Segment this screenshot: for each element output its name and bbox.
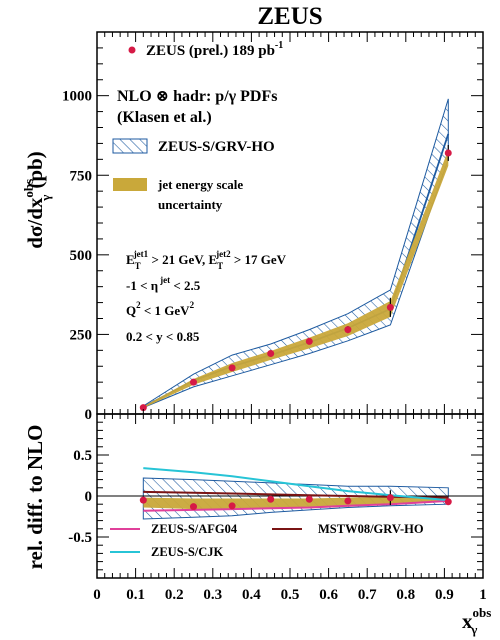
bottom-data-point-3 <box>267 495 275 503</box>
legend-data-label: ZEUS (prel.) 189 pb-1 <box>146 40 283 59</box>
legend-header-line-2: (Klasen et al.) <box>117 109 212 126</box>
x-axis-label-main: x <box>462 609 473 633</box>
bottom-data-point-6 <box>386 494 394 502</box>
legend-afg04-label: ZEUS-S/AFG04 <box>151 522 238 536</box>
bottom-data-point-1 <box>190 503 197 511</box>
cut-q2-sup: 2 <box>136 300 141 310</box>
cut-et-e2: E <box>208 252 217 267</box>
legend-data-label-main: ZEUS (prel.) 189 pb <box>146 43 275 59</box>
top-y-axis-label-main: dσ/dx <box>23 197 47 249</box>
legend-energy-scale-label-line-2: uncertainty <box>158 197 223 212</box>
legend-header-line-1: NLO ⊗ hadr: p/γ PDFs <box>117 88 277 105</box>
legend-mstw08-label: MSTW08/GRV-HO <box>318 522 424 536</box>
top-data-point-1 <box>190 378 197 386</box>
bottom-energy-scale-band <box>143 496 449 510</box>
top-y-tick-label: 1000 <box>62 89 92 105</box>
x-tick-label: 0.6 <box>319 587 338 603</box>
top-y-axis-label-unit: (pb) <box>23 151 47 188</box>
legend-data-marker <box>128 46 136 54</box>
top-data-point-7 <box>444 149 452 157</box>
top-y-tick-label: 500 <box>70 248 93 264</box>
top-y-tick-label: 0 <box>85 407 93 423</box>
top-data-point-6 <box>386 303 394 311</box>
bottom-y-tick-label: 0.5 <box>73 448 92 464</box>
cut-et-sup2: jet2 <box>215 249 231 259</box>
x-tick-label: 1 <box>479 587 487 603</box>
bottom-data-point-2 <box>228 502 236 510</box>
cut-q2-text: Q <box>126 303 136 318</box>
cut-et-sub2: T <box>217 261 223 271</box>
top-data-point-4 <box>305 337 313 345</box>
bottom-y-tick-label: 0 <box>85 489 93 505</box>
x-tick-label: 0 <box>93 587 101 603</box>
bottom-data-point-0 <box>139 496 147 504</box>
top-data-point-2 <box>228 364 236 372</box>
bottom-line-3 <box>143 499 449 512</box>
x-axis-label: xobs γ <box>462 605 491 637</box>
cut-q2: Q2 < 1 GeV2 <box>126 300 195 318</box>
legend-hatched-swatch <box>112 138 148 154</box>
x-tick-label: 0.3 <box>203 587 222 603</box>
cut-eta-post: < 2.5 <box>170 278 201 293</box>
x-tick-label: 0.9 <box>435 587 454 603</box>
x-tick-label: 0.8 <box>396 587 415 603</box>
legend-energy-scale-swatch <box>113 178 147 191</box>
chart-title: ZEUS <box>257 3 322 30</box>
cut-q2-post: < 1 GeV <box>141 303 191 318</box>
cut-y: 0.2 < y < 0.85 <box>126 329 200 344</box>
x-axis-label-sub: γ <box>470 622 477 637</box>
legend-energy-scale-label: jet energy scale uncertainty <box>157 177 246 212</box>
bottom-line-4 <box>143 490 449 499</box>
cut-q2-sup2: 2 <box>190 300 195 310</box>
cut-et-post1: > 21 GeV, <box>148 252 208 267</box>
top-y-axis-label-sub: γ <box>38 195 53 202</box>
cut-eta: -1 < η jet < 2.5 <box>126 275 201 293</box>
cut-et-e1: E <box>126 252 135 267</box>
x-tick-label: 0.4 <box>242 587 261 603</box>
top-legend: ZEUS (prel.) 189 pb-1 NLO ⊗ hadr: p/γ PD… <box>112 40 283 212</box>
top-data-point-0 <box>139 404 147 412</box>
cut-et-sub1: T <box>135 261 141 271</box>
bottom-data-point-5 <box>344 497 352 505</box>
x-tick-label: 0.1 <box>126 587 145 603</box>
top-y-axis-label: dσ/dxobsγ (pb) <box>21 151 53 248</box>
x-tick-label: 0.5 <box>281 587 300 603</box>
top-data-point-3 <box>267 350 275 358</box>
x-axis-label-sup: obs <box>473 605 492 620</box>
top-y-tick-label: 250 <box>70 327 93 343</box>
bottom-line-5 <box>143 467 449 502</box>
legend-cjk-label: ZEUS-S/CJK <box>151 545 224 559</box>
legend-hatched-label: ZEUS-S/GRV-HO <box>158 139 275 155</box>
bottom-data-point-4 <box>305 495 313 503</box>
x-tick-label: 0.2 <box>165 587 184 603</box>
top-plot-area: 0 250 500 750 1000 <box>62 31 484 423</box>
top-y-tick-label: 750 <box>70 168 93 184</box>
bottom-plot-area: -0.5 0 0.5 0 0.1 0.2 0.3 0.4 0.5 0.6 0.7 0.8 0.9 1 <box>68 413 487 603</box>
cut-et-post2: > 17 GeV <box>231 252 287 267</box>
x-tick-label: 0.7 <box>358 587 377 603</box>
bottom-legend: ZEUS-S/AFG04 MSTW08/GRV-HO ZEUS-S/CJK <box>110 522 424 559</box>
bottom-y-axis-label: rel. diff. to NLO <box>23 425 47 570</box>
cut-eta-sup: jet <box>159 275 170 285</box>
legend-energy-scale-label-line-1: jet energy scale <box>157 177 243 192</box>
cut-et-sup1: jet1 <box>133 249 149 259</box>
top-data-point-5 <box>344 326 352 334</box>
cut-eta-text: -1 < η <box>126 278 158 293</box>
cut-et: ETjet1 > 21 GeV, ETjet2 > 17 GeV <box>126 249 287 271</box>
top-y-axis-label-sup: obs <box>21 179 36 198</box>
bottom-y-tick-label: -0.5 <box>68 530 92 546</box>
legend-data-label-sup: -1 <box>275 40 283 51</box>
bottom-data-point-7 <box>444 498 452 506</box>
